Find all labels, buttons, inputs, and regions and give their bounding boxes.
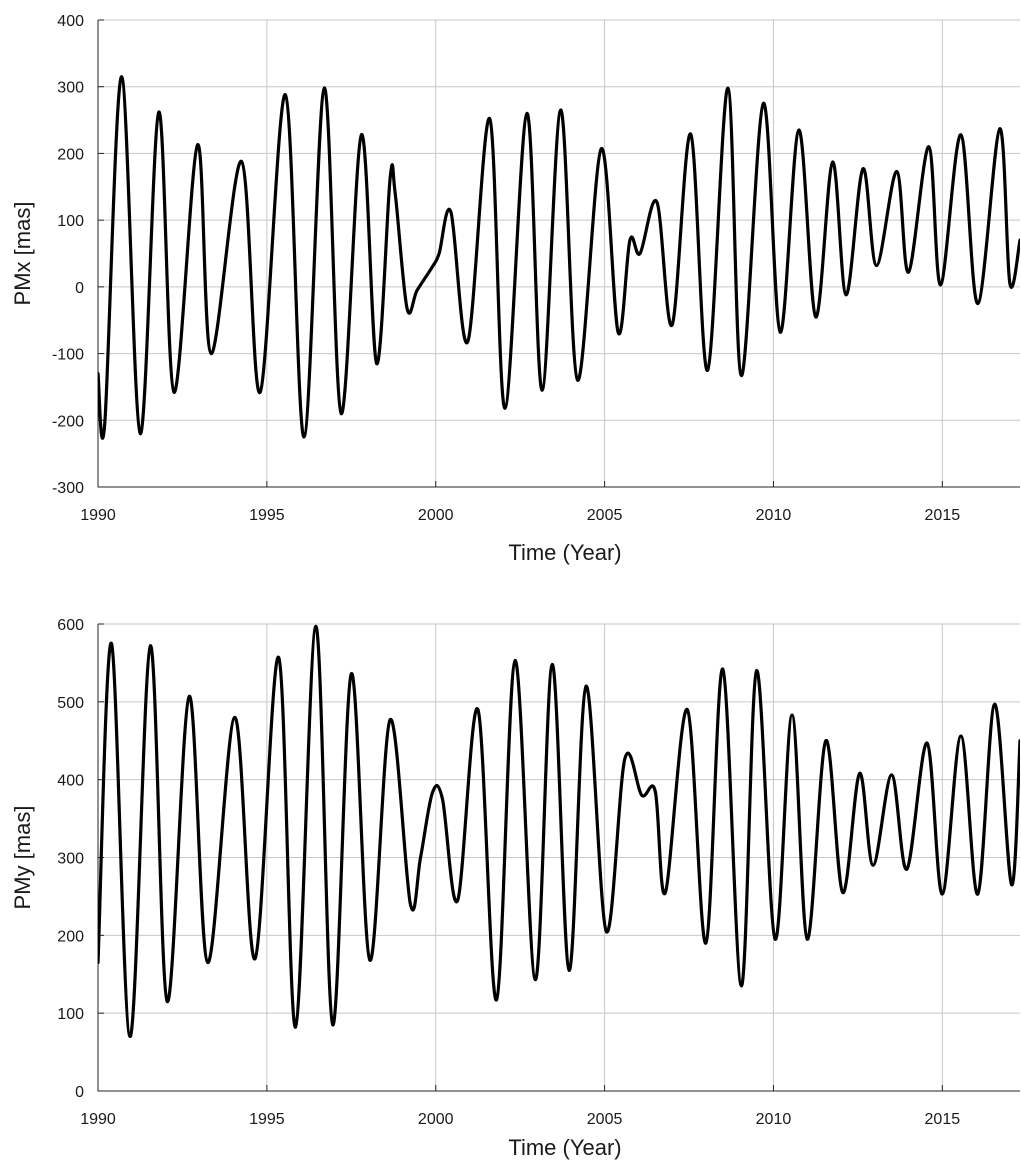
pmx-x-tick-label: 1990 <box>80 507 116 524</box>
pmy-x-tick-label: 1995 <box>249 1111 285 1128</box>
pmx-y-tick-label: -100 <box>52 347 84 364</box>
pmy-y-tick-label: 300 <box>57 851 84 868</box>
pmy-y-tick-label: 0 <box>75 1084 84 1101</box>
pmy-x-tick-label: 2015 <box>925 1111 961 1128</box>
pmx-y-tick-label: 100 <box>57 213 84 230</box>
pmy-y-axis-label: PMy [mas] <box>10 806 35 910</box>
pmy-y-tick-label: 400 <box>57 773 84 790</box>
pmy-y-tick-label: 600 <box>57 617 84 634</box>
pmx-x-tick-label: 1995 <box>249 507 285 524</box>
pmy-y-tick-label: 500 <box>57 695 84 712</box>
pmx-y-tick-label: 0 <box>75 280 84 297</box>
pmx-x-tick-label: 2005 <box>587 507 623 524</box>
pmy-y-tick-label: 100 <box>57 1006 84 1023</box>
pmx-chart: 1990 1995 2000 2005 2010 2015 -300 -200 -100 0 100… <box>10 13 1020 565</box>
pmy-x-tick-label: 2010 <box>756 1111 792 1128</box>
pmx-x-tick-label: 2010 <box>756 507 792 524</box>
pmx-y-axis-label: PMx [mas] <box>10 202 35 306</box>
pmy-x-tick-label: 2005 <box>587 1111 623 1128</box>
pmx-x-tick-label: 2015 <box>925 507 961 524</box>
pmx-y-tick-label: -300 <box>52 480 84 497</box>
pmy-chart: 1990 1995 2000 2005 2010 2015 0 100 200 300 400 500… <box>10 617 1020 1160</box>
pmx-y-tick-label: 400 <box>57 13 84 30</box>
pmx-x-axis-label: Time (Year) <box>508 540 621 565</box>
pmy-x-axis-label: Time (Year) <box>508 1135 621 1160</box>
pmx-x-tick-label: 2000 <box>418 507 454 524</box>
pmx-series-line <box>98 75 1020 440</box>
pmy-y-tick-label: 200 <box>57 928 84 945</box>
pmx-y-tick-label: -200 <box>52 413 84 430</box>
pmx-y-tick-label: 300 <box>57 80 84 97</box>
pmx-y-tick-label: 200 <box>57 146 84 163</box>
pmy-series-line <box>98 624 1020 1039</box>
pmy-x-tick-label: 2000 <box>418 1111 454 1128</box>
pmy-x-tick-label: 1990 <box>80 1111 116 1128</box>
